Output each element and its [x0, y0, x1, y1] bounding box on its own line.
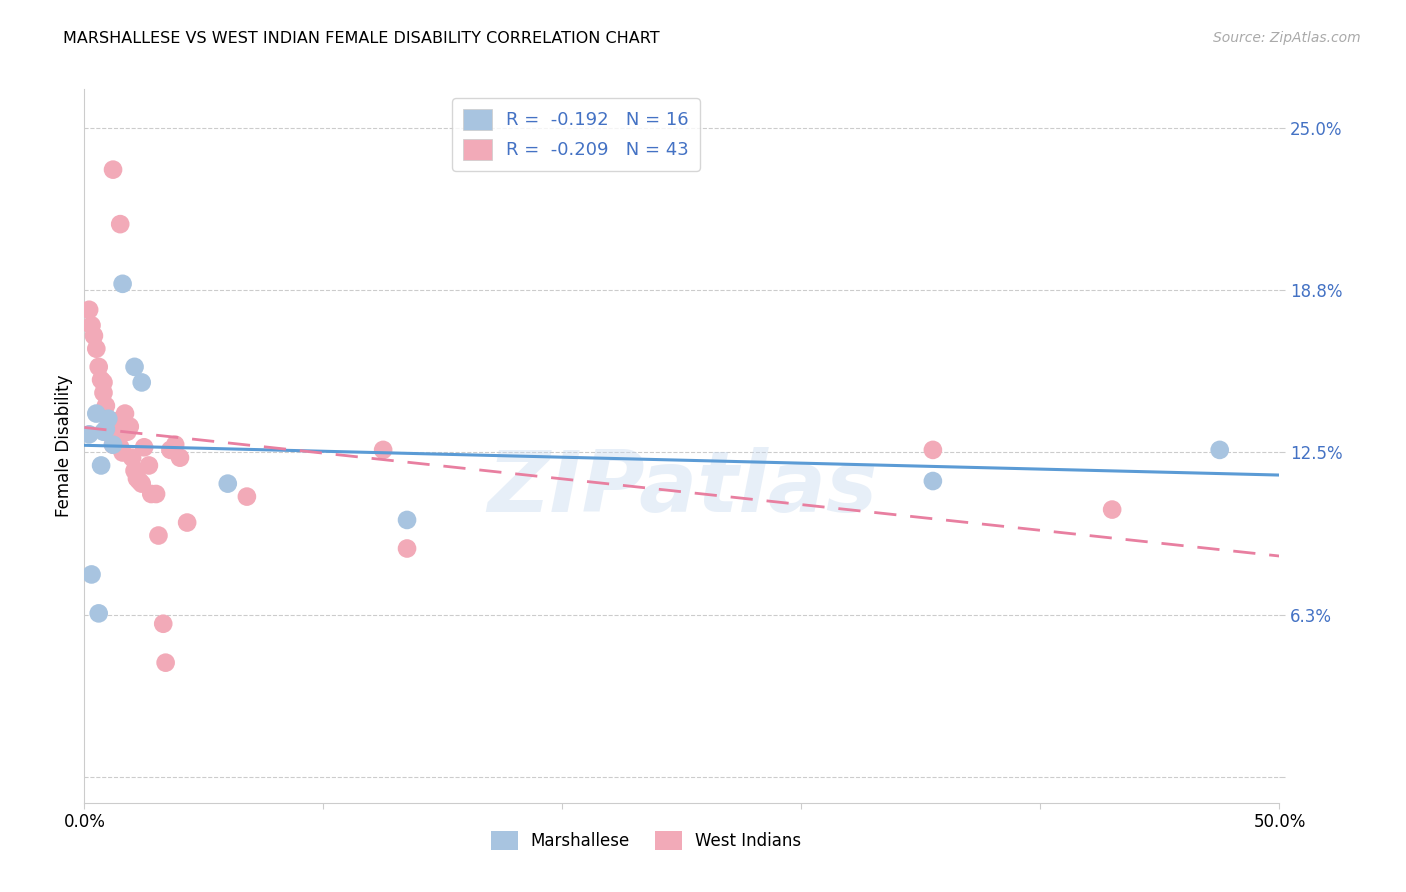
- Point: [131, 376, 153, 390]
- Point: [138, 458, 160, 473]
- Point: [155, 656, 177, 670]
- Point: [373, 442, 395, 457]
- Point: [101, 438, 124, 452]
- Point: [124, 464, 146, 478]
- Point: [77, 302, 100, 317]
- Point: [152, 616, 174, 631]
- Point: [87, 607, 110, 621]
- Point: [118, 419, 141, 434]
- Point: [922, 474, 945, 488]
- Y-axis label: Female Disability: Female Disability: [55, 375, 73, 517]
- Point: [80, 567, 103, 582]
- Point: [94, 422, 117, 436]
- Point: [165, 438, 187, 452]
- Point: [396, 513, 419, 527]
- Point: [90, 373, 112, 387]
- Point: [93, 425, 115, 439]
- Point: [124, 359, 146, 374]
- Point: [1101, 502, 1123, 516]
- Point: [922, 442, 945, 457]
- Point: [101, 162, 124, 177]
- Point: [111, 445, 134, 459]
- Point: [93, 376, 115, 390]
- Point: [77, 427, 100, 442]
- Point: [107, 435, 129, 450]
- Point: [176, 516, 198, 530]
- Text: ZIPatlas: ZIPatlas: [486, 447, 877, 531]
- Point: [117, 425, 139, 439]
- Legend: Marshallese, West Indians: Marshallese, West Indians: [482, 822, 810, 859]
- Point: [97, 411, 120, 425]
- Point: [236, 490, 259, 504]
- Point: [132, 440, 156, 454]
- Point: [141, 487, 163, 501]
- Point: [114, 407, 136, 421]
- Point: [90, 458, 112, 473]
- Point: [80, 318, 103, 333]
- Point: [1209, 442, 1232, 457]
- Point: [145, 487, 167, 501]
- Text: MARSHALLESE VS WEST INDIAN FEMALE DISABILITY CORRELATION CHART: MARSHALLESE VS WEST INDIAN FEMALE DISABI…: [63, 31, 659, 46]
- Point: [128, 474, 150, 488]
- Point: [86, 407, 108, 421]
- Point: [148, 528, 170, 542]
- Point: [104, 433, 127, 447]
- Point: [125, 471, 148, 485]
- Point: [131, 476, 153, 491]
- Point: [83, 328, 105, 343]
- Point: [110, 217, 132, 231]
- Point: [94, 399, 117, 413]
- Point: [111, 277, 134, 291]
- Point: [159, 442, 181, 457]
- Text: Source: ZipAtlas.com: Source: ZipAtlas.com: [1213, 31, 1361, 45]
- Point: [110, 440, 132, 454]
- Point: [86, 342, 108, 356]
- Point: [93, 385, 115, 400]
- Point: [87, 359, 110, 374]
- Point: [101, 438, 124, 452]
- Point: [104, 414, 127, 428]
- Point: [100, 427, 122, 442]
- Point: [97, 425, 120, 439]
- Point: [121, 450, 143, 465]
- Point: [396, 541, 419, 556]
- Point: [169, 450, 191, 465]
- Point: [217, 476, 239, 491]
